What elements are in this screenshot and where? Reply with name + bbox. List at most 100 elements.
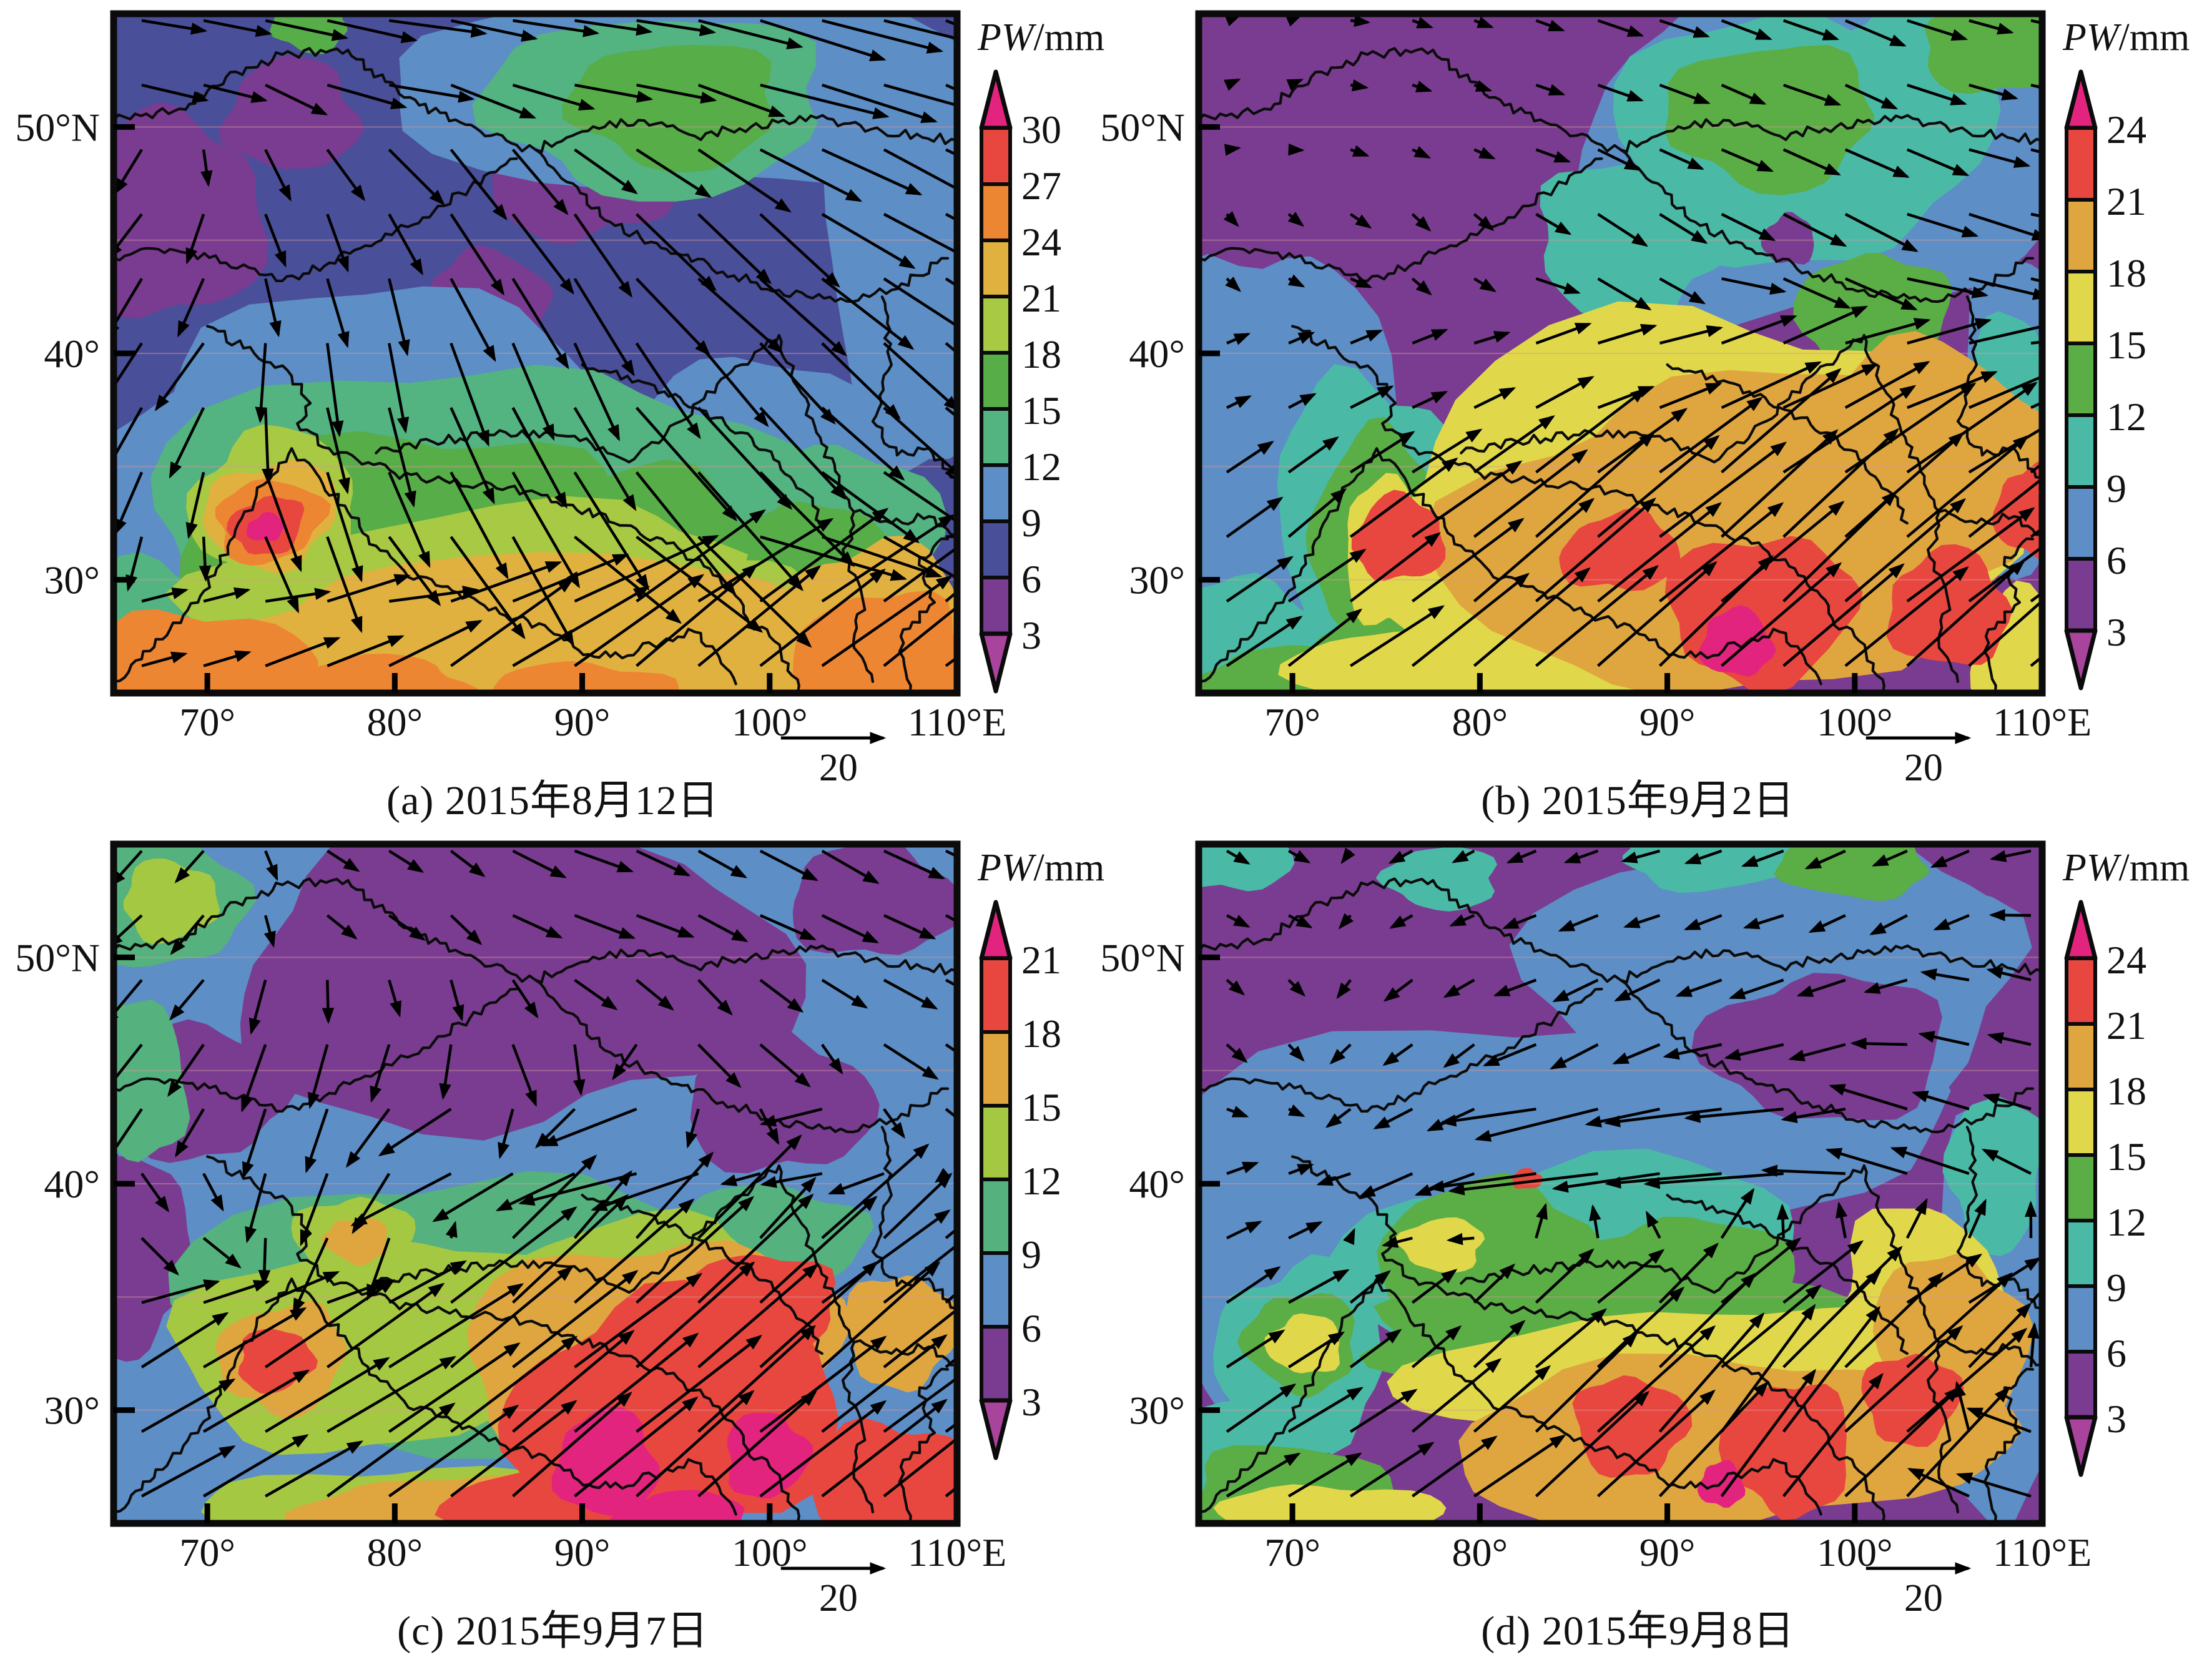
colorbar-label: 6	[1021, 1306, 1041, 1350]
colorbar-title: PW/mm	[2062, 847, 2190, 889]
y-tick-label: 50°N	[15, 105, 100, 149]
wind-arrow	[1227, 148, 1239, 149]
colorbar-label: 21	[2106, 1003, 2146, 1048]
colorbar-label: 18	[2106, 251, 2146, 295]
wind-arrow	[1350, 21, 1368, 22]
y-tick-label: 50°N	[1100, 935, 1185, 980]
colorbar-segment	[2067, 559, 2095, 631]
colorbar-segment	[2067, 1024, 2095, 1089]
colorbar-label: 21	[2106, 179, 2146, 224]
colorbar-segment	[2067, 128, 2095, 200]
colorbar-segment	[981, 409, 1010, 465]
y-tick-label: 30°	[44, 558, 100, 602]
y-tick-label: 30°	[1129, 558, 1185, 602]
x-tick-label: 90°	[1639, 1530, 1696, 1575]
colorbar-label: 15	[2106, 323, 2146, 367]
colorbar-label: 12	[2106, 1200, 2146, 1244]
wind-arrow	[1853, 1043, 1907, 1045]
panel-plot-b: 50°N40°30°70°80°90°100°110°E20PW/mm24211…	[1085, 0, 2191, 787]
colorbar-segment	[2067, 343, 2095, 415]
colorbar-label: 12	[1021, 1159, 1061, 1203]
colorbar-upper-arrow	[2067, 72, 2095, 128]
x-tick-label: 70°	[1264, 700, 1320, 744]
x-tick-label: 80°	[1452, 700, 1508, 744]
wind-scale-label: 20	[1904, 747, 1943, 787]
colorbar-segment	[981, 578, 1010, 634]
x-tick-label: 70°	[179, 700, 235, 744]
colorbar-label: 21	[1021, 276, 1061, 320]
colorbar-label: 3	[1021, 613, 1041, 657]
y-tick-label: 30°	[44, 1389, 100, 1433]
colorbar-label: 6	[2106, 538, 2126, 583]
colorbar-label: 27	[1021, 164, 1061, 208]
colorbar-label: 18	[2106, 1069, 2146, 1113]
colorbar-segment	[981, 240, 1010, 297]
colorbar-segment	[981, 521, 1010, 578]
colorbar-segment	[981, 465, 1010, 521]
wind-scale-label: 20	[1904, 1577, 1943, 1617]
colorbar-label: 18	[1021, 1011, 1061, 1056]
y-tick-label: 40°	[44, 332, 100, 376]
x-tick-label: 110°E	[1993, 700, 2092, 744]
colorbar-label: 9	[2106, 466, 2126, 511]
x-tick-label: 80°	[367, 1530, 423, 1575]
colorbar-label: 24	[2106, 938, 2146, 982]
x-tick-label: 80°	[367, 700, 423, 744]
map-plot	[70, 830, 980, 1568]
colorbar-segment	[981, 1179, 1010, 1253]
wind-arrow	[1782, 1206, 1784, 1238]
colorbar-label: 24	[2106, 107, 2146, 152]
colorbar-segment	[981, 1106, 1010, 1179]
colorbar-lower-arrow	[981, 634, 1010, 691]
colorbar-segment	[981, 184, 1010, 240]
panel-plot-c: 50°N40°30°70°80°90°100°110°E20PW/mm21181…	[0, 830, 1106, 1617]
colorbar-label: 9	[2106, 1266, 2126, 1310]
colorbar-segment	[981, 1327, 1010, 1400]
colorbar-segment	[2067, 1221, 2095, 1286]
colorbar-segment	[2067, 1286, 2095, 1352]
map-plot	[54, 0, 1021, 748]
y-tick-label: 50°N	[1100, 105, 1185, 149]
colorbar-label: 6	[2106, 1331, 2126, 1375]
colorbar-label: 24	[1021, 220, 1061, 264]
x-tick-label: 110°E	[908, 700, 1006, 744]
panel-plot-d: 50°N40°30°70°80°90°100°110°E20PW/mm24211…	[1085, 830, 2191, 1617]
y-tick-label: 50°N	[15, 935, 100, 980]
colorbar-segment	[2067, 1089, 2095, 1155]
colorbar-segment	[981, 958, 1010, 1032]
x-tick-label: 110°E	[1993, 1530, 2092, 1575]
x-tick-label: 70°	[1264, 1530, 1320, 1575]
colorbar-label: 3	[2106, 1397, 2126, 1441]
colorbar-label: 3	[1021, 1380, 1041, 1424]
x-tick-label: 90°	[554, 1530, 611, 1575]
colorbar-segment	[2067, 272, 2095, 343]
colorbar-label: 3	[2106, 610, 2126, 654]
wind-scale-label: 20	[819, 1577, 858, 1617]
wind-arrow	[327, 980, 328, 1021]
y-tick-label: 40°	[1129, 1162, 1185, 1206]
colorbar-segment	[2067, 1352, 2095, 1417]
colorbar-segment	[981, 1032, 1010, 1106]
colorbar-upper-arrow	[2067, 902, 2095, 958]
colorbar-upper-arrow	[981, 72, 1010, 128]
colorbar-lower-arrow	[981, 1400, 1010, 1458]
colorbar-label: 12	[2106, 395, 2146, 439]
wind-arrow	[264, 1238, 265, 1284]
x-tick-label: 90°	[554, 700, 611, 744]
colorbar-label: 21	[1021, 938, 1061, 982]
colorbar-label: 15	[1021, 1085, 1061, 1129]
colorbar-segment	[2067, 487, 2095, 559]
colorbar-label: 18	[1021, 332, 1061, 376]
colorbar-lower-arrow	[2067, 1417, 2095, 1475]
y-tick-label: 40°	[1129, 332, 1185, 376]
colorbar-segment	[2067, 415, 2095, 487]
colorbar-upper-arrow	[981, 902, 1010, 958]
x-tick-label: 90°	[1639, 700, 1696, 744]
colorbar-label: 9	[1021, 1232, 1041, 1277]
wind-scale-label: 20	[819, 747, 858, 787]
x-tick-label: 80°	[1452, 1530, 1508, 1575]
